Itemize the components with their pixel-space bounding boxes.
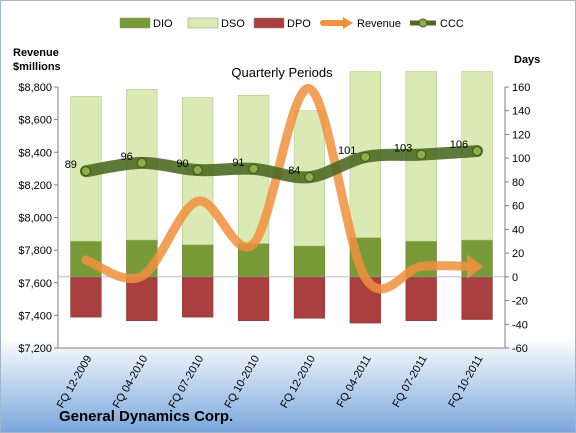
dpo-bar xyxy=(70,276,102,318)
ccc-point xyxy=(360,151,371,162)
legend-marker-ccc xyxy=(418,18,428,28)
dpo-bar xyxy=(293,276,326,319)
left-tick-label: $7,400 xyxy=(18,310,52,322)
dpo-bar xyxy=(237,276,270,321)
legend-label-dso: DSO xyxy=(221,18,245,30)
left-axis: $7,200 $7,400 $7,600 $7,800 $8,000 $8,200 $8,4… xyxy=(18,82,59,355)
left-axis-label-line2: $millions xyxy=(13,61,61,73)
dpo-bar xyxy=(405,276,437,321)
ccc-data-label: 106 xyxy=(450,139,468,151)
chart-title: Quarterly Periods xyxy=(231,65,333,80)
ccc-data-label: 96 xyxy=(121,151,133,163)
revenue-line xyxy=(81,84,474,294)
left-tick-label: $8,800 xyxy=(18,82,52,94)
ccc-data-label: 90 xyxy=(176,158,188,170)
dpo-bar xyxy=(126,276,158,321)
plot-area xyxy=(58,87,505,348)
ccc-point xyxy=(80,166,91,177)
dio-bar xyxy=(293,245,326,278)
right-axis: -60 -40 -20 0 20 40 60 80 100 120 140 160 xyxy=(504,82,530,355)
dio-bar xyxy=(461,239,493,278)
right-tick-label: 160 xyxy=(512,82,530,94)
ccc-series: 89 96 90 91 84 101 103 106 xyxy=(65,139,484,184)
right-axis-label: Days xyxy=(514,54,540,66)
dpo-bar xyxy=(461,276,493,320)
legend-swatch-dio xyxy=(119,17,151,29)
ccc-point xyxy=(248,163,259,174)
legend-swatch-dpo xyxy=(253,17,285,29)
revenue-arrowhead xyxy=(467,254,484,279)
ccc-point xyxy=(416,149,427,160)
legend-label-dpo: DPO xyxy=(287,18,311,30)
right-tick-label: 120 xyxy=(512,129,530,141)
legend-arrow-revenue xyxy=(343,17,353,29)
right-tick-label: -20 xyxy=(512,296,528,308)
dpo-bar xyxy=(182,276,214,318)
right-tick-label: 20 xyxy=(512,248,524,260)
right-tick-label: -40 xyxy=(512,319,528,331)
right-tick-label: 100 xyxy=(512,153,530,165)
ccc-data-label: 84 xyxy=(288,165,300,177)
company-name: General Dynamics Corp. xyxy=(59,408,233,425)
left-axis-label-line1: Revenue xyxy=(13,47,59,59)
ccc-data-label: 101 xyxy=(338,145,356,157)
right-tick-label: 0 xyxy=(512,272,518,284)
legend-label-revenue: Revenue xyxy=(357,18,401,30)
legend: DIO DSO DPO Revenue CCC xyxy=(119,17,464,30)
left-tick-label: $8,000 xyxy=(18,213,52,225)
left-tick-label: $8,200 xyxy=(18,180,52,192)
right-tick-label: 40 xyxy=(512,224,524,236)
legend-label-dio: DIO xyxy=(153,18,173,30)
revenue-series xyxy=(81,84,484,294)
left-tick-label: $7,800 xyxy=(18,245,52,257)
right-tick-label: 60 xyxy=(512,201,524,213)
ccc-point xyxy=(192,165,203,176)
ccc-data-label: 103 xyxy=(394,143,412,155)
ccc-point xyxy=(304,172,315,183)
right-tick-label: 140 xyxy=(512,106,530,118)
dio-bar xyxy=(182,244,214,278)
left-tick-label: $7,200 xyxy=(18,343,52,355)
ccc-data-label: 89 xyxy=(65,159,77,171)
legend-swatch-dso xyxy=(187,17,219,29)
left-tick-label: $7,600 xyxy=(18,278,52,290)
ccc-point xyxy=(136,157,147,168)
left-tick-label: $8,400 xyxy=(18,147,52,159)
right-tick-label: -60 xyxy=(512,343,528,355)
legend-label-ccc: CCC xyxy=(440,18,464,30)
right-tick-label: 80 xyxy=(512,177,524,189)
ccc-data-label: 91 xyxy=(232,157,244,169)
ccc-point xyxy=(472,146,483,157)
left-tick-label: $8,600 xyxy=(18,115,52,127)
